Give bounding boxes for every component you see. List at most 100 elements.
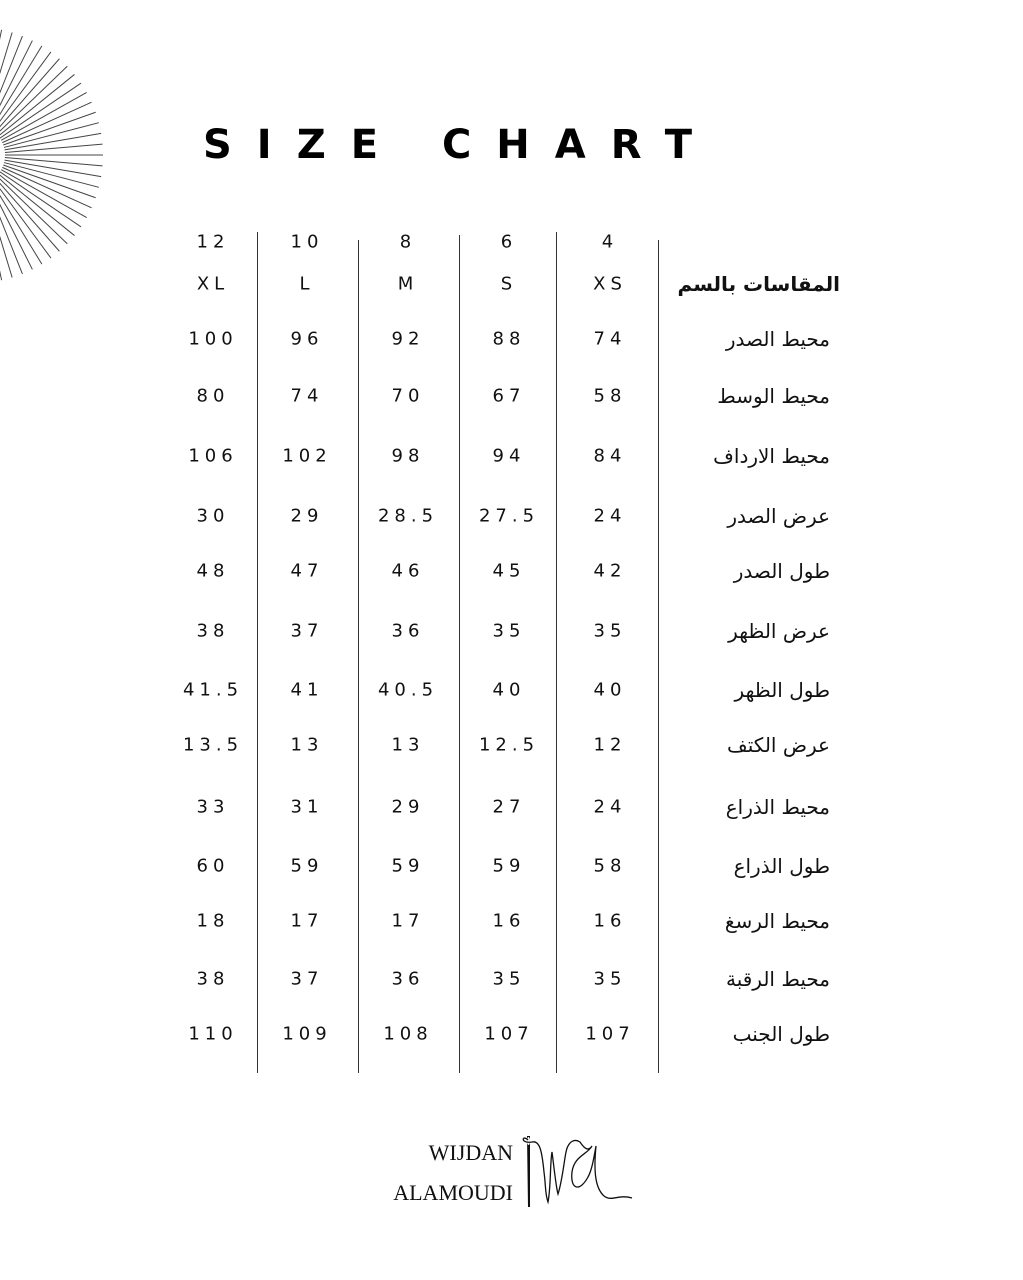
- starburst-ray: [0, 203, 33, 270]
- measurement-value: 27.5: [478, 505, 540, 527]
- measurement-value: 13: [290, 734, 324, 756]
- measurement-value: 40: [492, 679, 526, 701]
- measurement-value: 12: [593, 734, 627, 756]
- measurement-value: 16: [593, 910, 627, 932]
- measurement-label: محيط الوسط: [717, 384, 830, 408]
- measurement-value: 84: [593, 445, 627, 467]
- starburst-ray: [0, 235, 13, 278]
- table-header-label: المقاسات بالسم: [677, 272, 840, 296]
- measurement-value: 48: [196, 560, 230, 582]
- measurement-value: 40: [593, 679, 627, 701]
- starburst-ray: [0, 216, 23, 275]
- measurement-label: عرض الصدر: [727, 504, 830, 528]
- measurement-label: عرض الظهر: [728, 619, 830, 643]
- measurement-label: محيط الذراع: [725, 795, 830, 819]
- measurement-label: طول الظهر: [734, 678, 830, 702]
- starburst-ray: [0, 174, 75, 236]
- measurement-value: 80: [196, 385, 230, 407]
- measurement-value: 58: [593, 855, 627, 877]
- starburst-ray: [0, 188, 52, 259]
- starburst-ray: [3, 122, 99, 148]
- measurement-value: 41: [290, 679, 324, 701]
- size-letter: XL: [196, 273, 230, 295]
- column-divider: [358, 240, 359, 1073]
- measurement-value: 92: [391, 328, 425, 350]
- page-title: SIZE CHART: [203, 122, 718, 168]
- starburst-ray: [0, 32, 13, 75]
- starburst-ray: [4, 143, 103, 153]
- measurement-value: 106: [188, 445, 238, 467]
- starburst-ray: [0, 45, 43, 116]
- size-letter: L: [299, 273, 315, 295]
- measurement-value: 59: [290, 855, 324, 877]
- size-letter: M: [397, 273, 419, 295]
- measurement-value: 109: [282, 1023, 332, 1045]
- measurement-value: 35: [492, 968, 526, 990]
- measurement-label: طول الصدر: [733, 559, 830, 583]
- column-divider: [556, 232, 557, 1073]
- measurement-label: عرض الكتف: [727, 733, 830, 757]
- column-divider: [658, 240, 659, 1073]
- measurement-value: 108: [383, 1023, 433, 1045]
- measurement-value: 74: [593, 328, 627, 350]
- starburst-ray: [0, 40, 33, 107]
- starburst-ray: [0, 58, 60, 128]
- measurement-value: 29: [290, 505, 324, 527]
- measurement-value: 67: [492, 385, 526, 407]
- starburst-ray: [0, 171, 82, 228]
- starburst-ray: [2, 101, 92, 144]
- measurement-value: 46: [391, 560, 425, 582]
- measurement-value: 17: [290, 910, 324, 932]
- measurement-value: 35: [593, 968, 627, 990]
- measurement-value: 100: [188, 328, 238, 350]
- measurement-value: 31: [290, 796, 324, 818]
- measurement-value: 18: [196, 910, 230, 932]
- measurement-value: 110: [188, 1023, 238, 1045]
- measurement-value: 60: [196, 855, 230, 877]
- measurement-value: 45: [492, 560, 526, 582]
- logo-line-2: ALAMOUDI: [393, 1180, 513, 1205]
- measurement-value: 29: [391, 796, 425, 818]
- size-letter: XS: [593, 273, 627, 295]
- needle-and-thread-signature-icon: [522, 1136, 633, 1207]
- measurement-label: طول الجنب: [732, 1022, 830, 1046]
- starburst-ray: [3, 111, 96, 146]
- measurement-value: 24: [593, 796, 627, 818]
- measurement-value: 12.5: [478, 734, 540, 756]
- starburst-ray: [3, 162, 99, 188]
- measurement-value: 98: [391, 445, 425, 467]
- starburst-ray: [0, 82, 82, 139]
- measurement-value: 13: [391, 734, 425, 756]
- measurement-value: 24: [593, 505, 627, 527]
- measurement-value: 47: [290, 560, 324, 582]
- measurement-value: 70: [391, 385, 425, 407]
- measurement-value: 96: [290, 328, 324, 350]
- measurement-value: 27: [492, 796, 526, 818]
- measurement-value: 16: [492, 910, 526, 932]
- measurement-label: طول الذراع: [733, 854, 830, 878]
- starburst-ray: [0, 35, 23, 94]
- logo-line-1: WIJDAN: [428, 1140, 513, 1165]
- measurement-value: 38: [196, 620, 230, 642]
- measurement-value: 59: [391, 855, 425, 877]
- starburst-ray: [0, 51, 52, 122]
- starburst-ray: [2, 166, 92, 209]
- starburst-ray: [0, 178, 68, 245]
- measurement-value: 37: [290, 968, 324, 990]
- measurement-value: 28.5: [377, 505, 439, 527]
- starburst-ray: [3, 164, 96, 199]
- measurement-value: 107: [585, 1023, 635, 1045]
- size-number: 6: [500, 231, 518, 253]
- measurement-value: 33: [196, 796, 230, 818]
- measurement-value: 88: [492, 328, 526, 350]
- column-divider: [257, 232, 258, 1073]
- measurement-value: 107: [484, 1023, 534, 1045]
- starburst-ray: [4, 157, 103, 167]
- measurement-value: 36: [391, 968, 425, 990]
- starburst-ray: [0, 92, 87, 141]
- starburst-ray: [0, 182, 60, 252]
- measurement-value: 102: [282, 445, 332, 467]
- size-number: 12: [196, 231, 230, 253]
- measurement-value: 74: [290, 385, 324, 407]
- starburst-ray: [4, 132, 102, 151]
